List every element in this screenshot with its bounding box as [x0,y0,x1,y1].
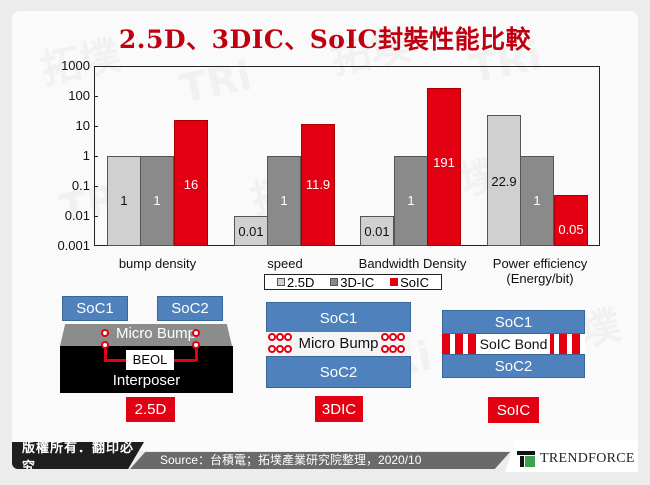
chart-legend: 2.5D 3D-IC SoIC [264,274,442,290]
y-tick-mark [94,186,98,187]
micro-bump-icon [192,329,200,337]
soc1-block: SoC1 [442,310,585,334]
legend-item-2.5d: 2.5D [276,274,315,290]
micro-bump-icon [268,333,276,341]
legend-swatch [276,278,285,286]
soc1-block: SoC1 [266,302,411,334]
y-tick-mark [94,216,98,217]
y-tick-label: 0.1 [71,178,90,193]
bar-value-label: 1 [407,193,415,208]
micro-bump-icon [101,329,109,337]
legend-label: 2.5D [286,274,315,290]
legend-item-3d-ic: 3D-IC [330,275,374,290]
y-tick-mark [94,126,98,127]
micro-bump-icon [284,345,292,353]
micro-bump-label: Micro Bump [115,325,197,342]
legend-swatch [330,278,339,286]
y-tick-label: 100 [68,88,90,103]
micro-bump-icon [101,341,109,349]
y-tick-label: 0.001 [57,238,90,253]
micro-bump-icon [389,333,397,341]
micro-bump-icon [268,345,276,353]
micro-bump-icon [389,345,397,353]
package-tag-soic: SoIC [488,397,539,423]
micro-bump-icon [276,333,284,341]
x-category-label: speed [267,256,303,271]
bar-value-label: 1 [280,193,288,208]
brand-name: TRENDFORCE [540,451,635,466]
y-tick-label: 1 [82,148,90,163]
bar-soic: 191 [427,88,461,246]
micro-bump-icon [284,333,292,341]
bar-soic: 11.9 [301,124,335,246]
bar-2.5d: 22.9 [487,115,521,246]
soc2-block: SoC2 [442,354,585,378]
bar-soic: 16 [174,120,208,246]
micro-bump-icon [381,333,389,341]
beol-block: BEOL [126,350,174,370]
bar-value-label: 16 [183,177,199,192]
bar-value-label: 191 [433,155,455,170]
soc2-block: SoC2 [157,296,223,321]
x-category-label: Bandwidth Density [358,256,467,271]
page-title: 2.5D、3DIC、SoIC封裝性能比較 [118,25,532,54]
bar-soic: 0.05 [554,195,588,246]
beol-wire [174,359,196,362]
bar-value-label: 0.01 [238,224,264,239]
bar-value-label: 11.9 [305,177,331,192]
y-tick-mark [94,96,98,97]
soic-bond-label: SoIC Bond [477,334,550,354]
x-category-label: (Energy/bit) [506,271,574,286]
interposer-label: Interposer [112,372,181,389]
plot-area [94,66,600,246]
beol-wire [104,349,107,361]
micro-bump-icon [397,333,405,341]
micro-bump-icon [397,345,405,353]
trendforce-logo-icon [517,451,535,467]
bar-3d-ic: 1 [394,156,428,246]
legend-label: 3D-IC [340,274,375,290]
x-category-label: Power efficiency [492,256,588,271]
micro-bump-icon [192,341,200,349]
soc1-block: SoC1 [62,296,128,321]
source-text: Source：台積電；拓墣產業研究院整理，2020/10 [160,453,422,467]
beol-wire [195,349,198,361]
soc2-block: SoC2 [266,356,411,388]
copyright-label: 版權所有．翻印必究 [12,442,144,469]
bar-value-label: 1 [120,193,128,208]
footer-bar [130,452,510,469]
bar-2.5d: 1 [107,156,141,246]
y-tick-label: 0.01 [64,208,90,223]
legend-swatch [390,278,399,286]
bar-2.5d: 0.01 [234,216,268,246]
micro-bump-icon [276,345,284,353]
y-tick-label: 10 [75,118,90,133]
micro-bump-icon [381,345,389,353]
bar-value-label: 1 [533,193,541,208]
x-category-label: bump density [118,256,197,271]
bar-3d-ic: 1 [140,156,174,246]
y-tick-label: 1000 [61,58,90,73]
bar-value-label: 22.9 [491,174,517,189]
bar-value-label: 0.01 [364,224,390,239]
y-tick-mark [94,156,98,157]
legend-label: SoIC [400,274,430,290]
bar-value-label: 1 [153,193,161,208]
beol-wire [104,359,126,362]
bar-3d-ic: 1 [267,156,301,246]
legend-item-soic: SoIC [390,275,429,290]
bar-2.5d: 0.01 [360,216,394,246]
package-tag-2.5d: 2.5D [126,397,175,422]
bar-value-label: 0.05 [558,222,584,237]
package-tag-3dic: 3DIC [315,396,363,422]
bar-3d-ic: 1 [520,156,554,246]
